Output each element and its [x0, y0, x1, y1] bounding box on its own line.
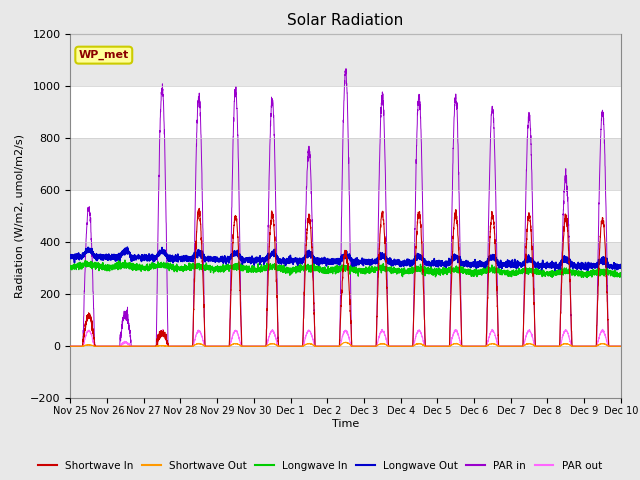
Title: Solar Radiation: Solar Radiation — [287, 13, 404, 28]
PAR out — [616, 343, 624, 349]
Line: PAR out: PAR out — [70, 329, 621, 346]
Legend: Shortwave In, Shortwave Out, Longwave In, Longwave Out, PAR in, PAR out: Shortwave In, Shortwave Out, Longwave In… — [34, 456, 606, 475]
Longwave Out — [617, 265, 625, 271]
PAR out — [67, 343, 74, 349]
Line: PAR in: PAR in — [70, 69, 621, 346]
Bar — [70, 346, 621, 398]
Longwave In — [616, 274, 624, 280]
Shortwave In — [325, 343, 333, 349]
Bar — [70, 34, 621, 86]
Shortwave In — [617, 343, 625, 349]
Longwave Out — [500, 262, 508, 268]
Line: Shortwave In: Shortwave In — [70, 208, 621, 346]
PAR in — [67, 343, 74, 349]
Shortwave Out — [617, 343, 625, 349]
Longwave Out — [616, 265, 624, 271]
PAR in — [342, 66, 350, 72]
Shortwave Out — [67, 343, 74, 349]
PAR in — [617, 343, 625, 349]
Longwave Out — [438, 260, 446, 265]
PAR in — [469, 343, 477, 349]
PAR out — [599, 326, 607, 332]
Longwave In — [469, 271, 477, 277]
PAR in — [325, 343, 333, 349]
Line: Shortwave Out: Shortwave Out — [70, 342, 621, 346]
Longwave Out — [469, 262, 477, 267]
Shortwave Out — [500, 343, 508, 349]
PAR out — [325, 343, 333, 349]
Shortwave In — [616, 343, 624, 349]
Longwave Out — [67, 252, 74, 258]
PAR out — [500, 343, 508, 349]
Line: Longwave In: Longwave In — [70, 260, 621, 277]
PAR in — [500, 343, 508, 349]
Longwave Out — [124, 244, 131, 250]
Shortwave Out — [438, 343, 446, 349]
Text: WP_met: WP_met — [79, 50, 129, 60]
Bar — [70, 138, 621, 190]
Longwave In — [121, 257, 129, 263]
Shortwave Out — [325, 343, 333, 349]
Longwave In — [166, 264, 173, 270]
Line: Longwave Out: Longwave Out — [70, 247, 621, 270]
Longwave In — [500, 269, 508, 275]
Longwave Out — [166, 254, 173, 260]
PAR out — [438, 343, 446, 349]
Longwave Out — [551, 267, 559, 273]
PAR in — [438, 343, 446, 349]
Shortwave Out — [469, 343, 477, 349]
PAR out — [617, 343, 625, 349]
PAR out — [166, 343, 173, 349]
Shortwave Out — [616, 343, 624, 349]
X-axis label: Time: Time — [332, 419, 359, 429]
PAR in — [616, 343, 624, 349]
Shortwave In — [500, 343, 508, 349]
Shortwave In — [469, 343, 477, 349]
Shortwave In — [438, 343, 446, 349]
Y-axis label: Radiation (W/m2, umol/m2/s): Radiation (W/m2, umol/m2/s) — [15, 134, 24, 298]
Longwave In — [617, 273, 625, 278]
Shortwave In — [196, 205, 204, 211]
Shortwave In — [67, 343, 74, 349]
PAR out — [469, 343, 477, 349]
Longwave In — [67, 265, 74, 271]
Longwave In — [438, 269, 446, 275]
Bar — [70, 242, 621, 294]
Longwave Out — [325, 258, 333, 264]
Shortwave Out — [342, 339, 350, 345]
Longwave In — [325, 266, 333, 272]
PAR in — [166, 343, 173, 349]
Longwave In — [584, 275, 591, 280]
Shortwave In — [166, 343, 173, 349]
Shortwave Out — [166, 343, 173, 349]
